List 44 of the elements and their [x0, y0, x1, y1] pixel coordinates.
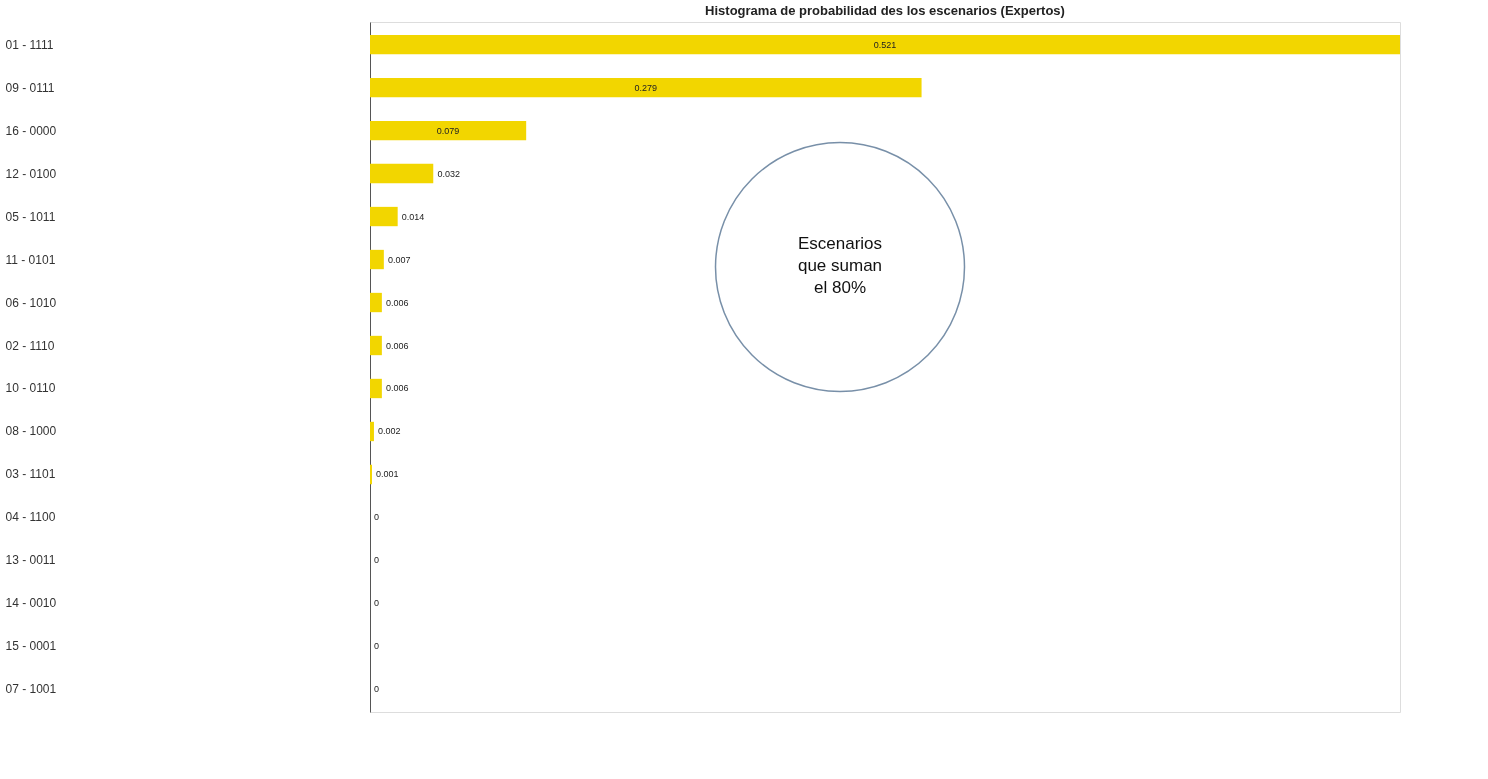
y-tick-label: 16 - 0000	[5, 123, 57, 138]
y-tick-label: 15 - 0001	[5, 639, 57, 654]
bar	[370, 421, 374, 442]
y-tick-label: 06 - 1010	[5, 295, 57, 310]
chart-title: Histograma de probabilidad des los escenarios (Expertos)	[705, 3, 1065, 18]
data-label: 0	[374, 598, 380, 609]
data-label: 0.007	[387, 254, 411, 265]
bar	[370, 77, 922, 98]
bar	[370, 249, 384, 270]
data-label: 0	[374, 684, 380, 695]
annotation: Escenarios que suman el 80%	[797, 234, 883, 297]
y-tick-label: 12 - 0100	[5, 166, 57, 181]
y-tick-label: 03 - 1101	[5, 467, 56, 482]
y-tick-label: 11 - 0101	[5, 252, 56, 267]
y-tick-label: 10 - 0110	[5, 381, 56, 396]
y-tick-label: 05 - 1011	[5, 209, 56, 224]
bar	[370, 163, 434, 184]
y-tick-label: 01 - 1111	[5, 37, 54, 52]
data-label: 0	[374, 512, 380, 523]
y-tick-label: 07 - 1001	[5, 682, 57, 697]
y-tick-label: 08 - 1000	[5, 424, 57, 439]
bar	[370, 292, 382, 313]
bar	[370, 34, 1400, 55]
bar	[370, 335, 382, 356]
data-label: 0.014	[401, 211, 425, 222]
bar	[370, 206, 398, 227]
bar	[370, 120, 527, 141]
y-tick-label: 09 - 0111	[5, 80, 55, 95]
data-label: 0.521	[873, 39, 897, 50]
data-label: 0.001	[376, 469, 399, 480]
y-tick-label: 04 - 1100	[5, 510, 56, 525]
data-label: 0.032	[437, 168, 460, 179]
bar	[370, 378, 382, 399]
y-tick-label: 02 - 1110	[5, 338, 55, 353]
data-label: 0	[374, 555, 380, 566]
data-label: 0.006	[385, 297, 409, 308]
y-tick-label: 13 - 0011	[5, 553, 56, 568]
data-label: 0.002	[378, 426, 401, 437]
data-label: 0.006	[385, 340, 409, 351]
data-label: 0.079	[436, 125, 460, 136]
data-label: 0.279	[634, 82, 658, 93]
data-label: 0	[374, 641, 380, 652]
data-label: 0.006	[385, 383, 409, 394]
y-tick-label: 14 - 0010	[5, 596, 57, 611]
